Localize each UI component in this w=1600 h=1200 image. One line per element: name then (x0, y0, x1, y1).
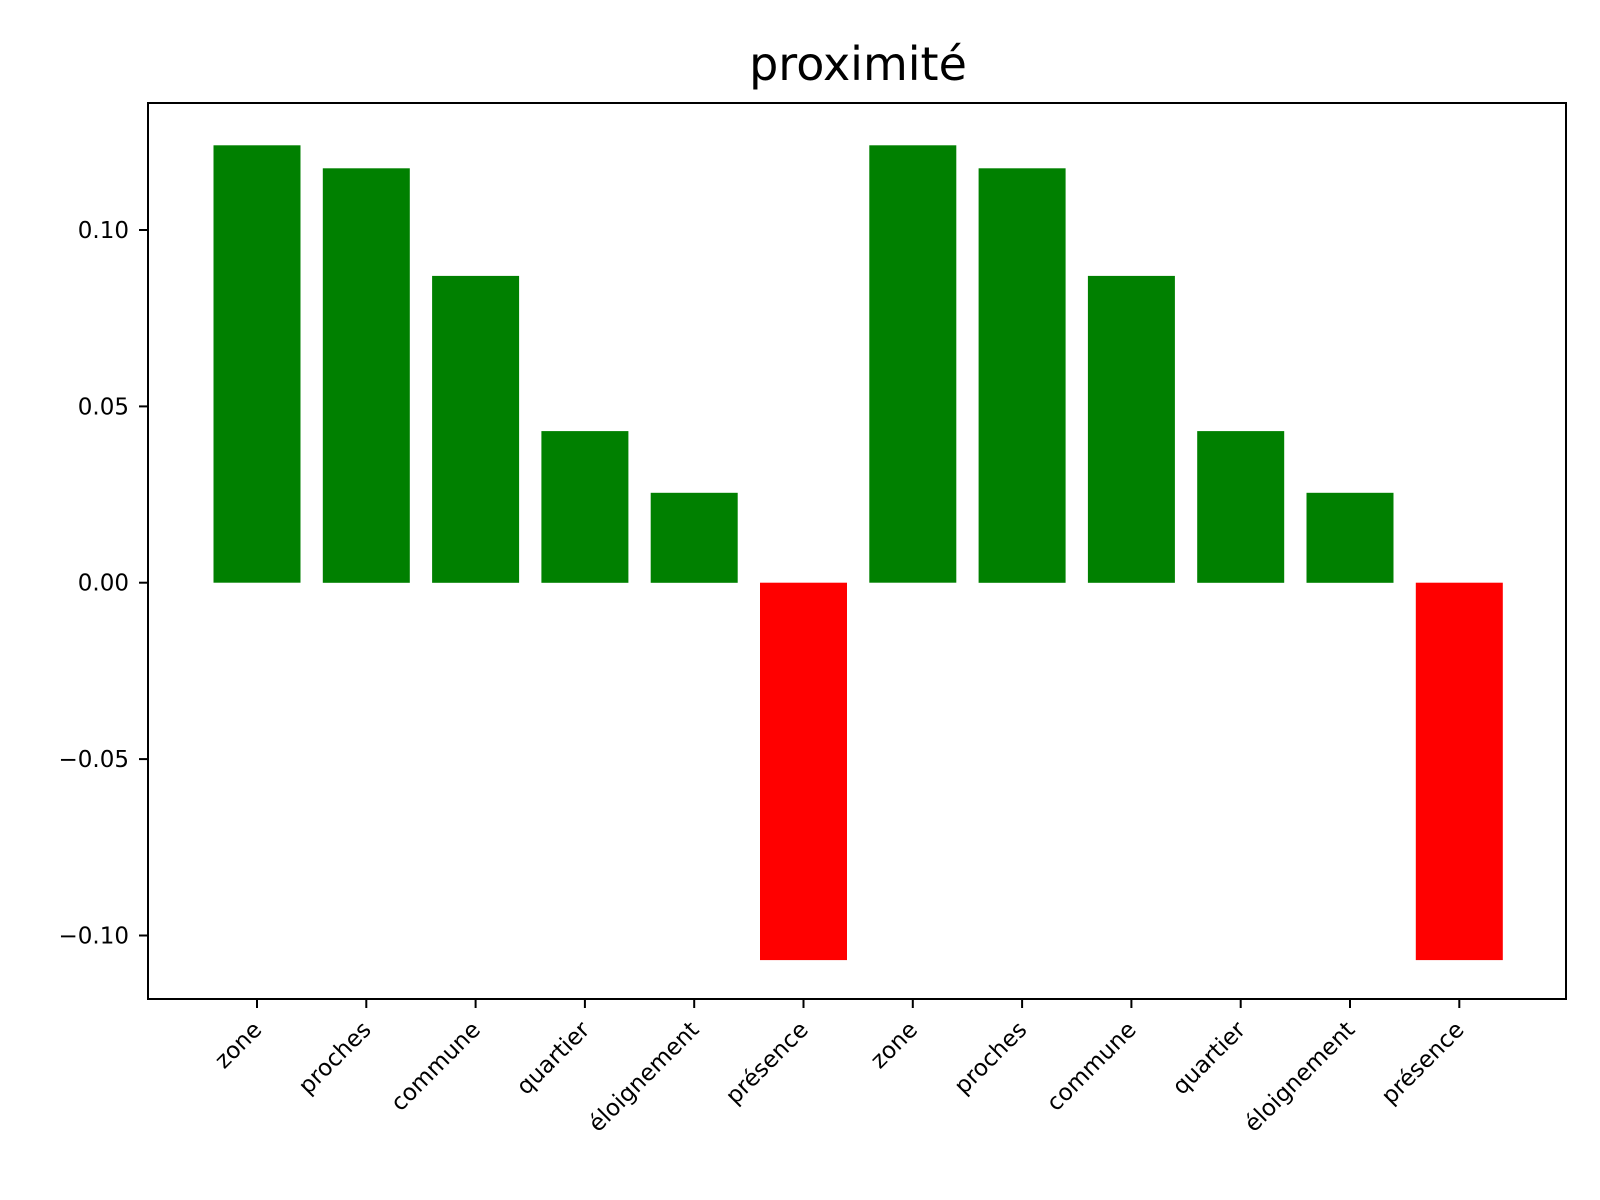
bar-8 (978, 168, 1066, 583)
y-tick-label-2: 0.05 (78, 394, 129, 420)
x-tick-label-8: proches (950, 1017, 1033, 1100)
y-tick-label-3: 0.00 (78, 571, 129, 597)
x-tick-label-1: zone (210, 1017, 267, 1074)
bar-7 (869, 145, 957, 583)
x-tick-label-12: présence (1377, 1017, 1470, 1110)
x-tick-label-10: quartier (1168, 1016, 1252, 1100)
bar-12 (1415, 582, 1503, 961)
bar-1 (213, 145, 301, 583)
plot-frame (147, 102, 1567, 1000)
x-tick-label-3: commune (386, 1017, 486, 1117)
y-tick-label-4: −0.05 (59, 747, 129, 773)
x-tick-label-5: éloignement (584, 1017, 705, 1138)
y-axis: 0.10 0.05 0.00 −0.05 −0.10 (59, 218, 148, 950)
bar-3 (432, 275, 520, 583)
x-tick-label-11: éloignement (1240, 1017, 1361, 1138)
bar-11 (1306, 492, 1394, 583)
bar-10 (1197, 431, 1285, 583)
bar-2 (322, 168, 410, 583)
x-tick-label-2: proches (294, 1017, 377, 1100)
bar-9 (1087, 275, 1175, 583)
y-tick-label-5: −0.10 (59, 924, 129, 950)
y-tick-label-1: 0.10 (78, 218, 129, 244)
x-tick-label-4: quartier (512, 1016, 596, 1100)
x-tick-label-6: présence (721, 1017, 814, 1110)
chart-title: proximité (749, 37, 967, 91)
x-tick-label-9: commune (1042, 1017, 1142, 1117)
bar-4 (541, 431, 629, 583)
bar-5 (650, 492, 738, 583)
x-tick-label-7: zone (866, 1017, 923, 1074)
bars-group (213, 145, 1503, 961)
bar-6 (760, 582, 847, 961)
